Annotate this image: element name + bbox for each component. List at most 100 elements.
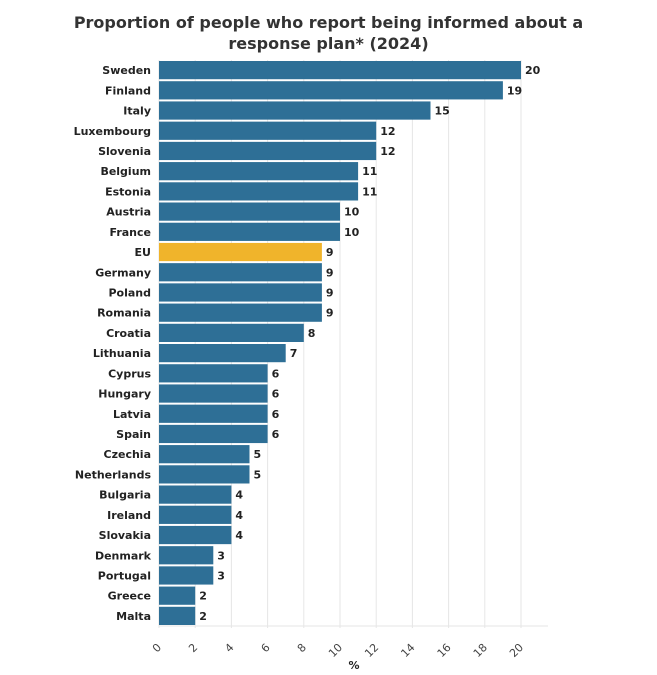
value-label: 5 — [254, 448, 262, 461]
value-label: 4 — [235, 509, 243, 522]
bar-croatia — [159, 323, 304, 342]
category-label: Italy — [123, 105, 151, 118]
bar-poland — [159, 283, 322, 302]
value-label: 12 — [380, 125, 395, 138]
bar-netherlands — [159, 465, 250, 484]
value-label: 6 — [272, 388, 280, 401]
value-label: 20 — [525, 64, 541, 77]
x-tick-label: 2 — [186, 641, 200, 655]
bar-bulgaria — [159, 485, 232, 504]
value-label: 2 — [199, 590, 207, 603]
value-label: 3 — [217, 549, 225, 562]
x-tick-label: 16 — [435, 641, 454, 660]
category-label: EU — [135, 246, 151, 259]
bar-ireland — [159, 505, 232, 524]
category-label: Romania — [97, 307, 151, 320]
category-label: Malta — [116, 610, 151, 623]
bar-romania — [159, 303, 322, 322]
value-label: 11 — [362, 165, 377, 178]
value-label: 8 — [308, 327, 316, 340]
chart-title: Proportion of people who report being in… — [0, 12, 657, 54]
category-label: Latvia — [113, 408, 151, 421]
category-label: Austria — [106, 206, 151, 219]
bar-lithuania — [159, 344, 286, 363]
value-label: 6 — [272, 428, 280, 441]
value-label: 6 — [272, 367, 280, 380]
category-label: Germany — [95, 266, 151, 279]
category-label: Poland — [108, 286, 151, 299]
value-label: 15 — [435, 105, 450, 118]
x-tick-labels: 0 2 4 6 8 10 12 14 16 18 20 — [150, 641, 526, 660]
value-label: 10 — [344, 226, 360, 239]
bar-germany — [159, 263, 322, 282]
category-label: Finland — [105, 84, 151, 97]
value-label: 4 — [235, 489, 243, 502]
bar-italy — [159, 101, 431, 120]
chart-title-line-1: Proportion of people who report being in… — [73, 13, 584, 32]
bar-eu — [159, 242, 322, 262]
x-tick-label: 20 — [507, 641, 526, 660]
value-label: 4 — [235, 529, 243, 542]
value-label: 12 — [380, 145, 395, 158]
x-tick-label: 6 — [259, 641, 273, 655]
x-tick-label: 10 — [326, 641, 345, 660]
category-label: Estonia — [105, 185, 151, 198]
category-label: Ireland — [107, 509, 151, 522]
category-label: Denmark — [95, 549, 152, 562]
bar-sweden — [159, 61, 521, 80]
category-label: Cyprus — [108, 367, 151, 380]
category-label: Lithuania — [93, 347, 151, 360]
bar-estonia — [159, 182, 359, 201]
bar-latvia — [159, 404, 268, 423]
x-tick-label: 14 — [398, 641, 417, 660]
category-label: Croatia — [106, 327, 151, 340]
bar-austria — [159, 202, 340, 221]
value-label: 9 — [326, 246, 334, 259]
x-tick-label: 4 — [222, 641, 236, 655]
bar-cyprus — [159, 364, 268, 383]
value-label: 9 — [326, 307, 334, 320]
bar-france — [159, 222, 340, 241]
bar-greece — [159, 586, 196, 605]
value-label: 10 — [344, 206, 360, 219]
category-label: Belgium — [100, 165, 151, 178]
x-axis-label: % — [348, 659, 359, 672]
x-tick-label: 18 — [471, 641, 490, 660]
x-tick-label: 8 — [295, 641, 309, 655]
x-tick-label: 12 — [362, 641, 381, 660]
value-label: 9 — [326, 286, 334, 299]
category-label: France — [110, 226, 151, 239]
category-label: Luxembourg — [74, 125, 151, 138]
chart-title-line-2: response plan* (2024) — [228, 34, 429, 53]
category-label: Portugal — [98, 569, 151, 582]
bar-finland — [159, 81, 503, 100]
x-tick-label: 0 — [150, 641, 164, 655]
bar-belgium — [159, 162, 359, 181]
category-label: Hungary — [98, 388, 151, 401]
bar-slovenia — [159, 141, 377, 161]
category-label: Bulgaria — [99, 489, 151, 502]
value-label: 11 — [362, 185, 377, 198]
category-labels: Sweden Finland Italy Luxembourg Slovenia Belg… — [74, 64, 152, 623]
category-label: Sweden — [102, 64, 151, 77]
bar-hungary — [159, 384, 268, 403]
bars — [159, 61, 521, 625]
value-label: 2 — [199, 610, 207, 623]
bar-malta — [159, 606, 196, 625]
value-label: 5 — [254, 468, 262, 481]
category-label: Czechia — [104, 448, 151, 461]
category-label: Netherlands — [75, 468, 152, 481]
value-label: 6 — [272, 408, 280, 421]
category-label: Slovenia — [98, 145, 151, 158]
value-label: 9 — [326, 266, 334, 279]
value-label: 3 — [217, 569, 225, 582]
bar-slovakia — [159, 525, 232, 545]
bar-denmark — [159, 546, 214, 565]
bar-spain — [159, 424, 268, 444]
value-label: 19 — [507, 84, 522, 97]
bar-portugal — [159, 566, 214, 585]
category-label: Spain — [116, 428, 151, 441]
